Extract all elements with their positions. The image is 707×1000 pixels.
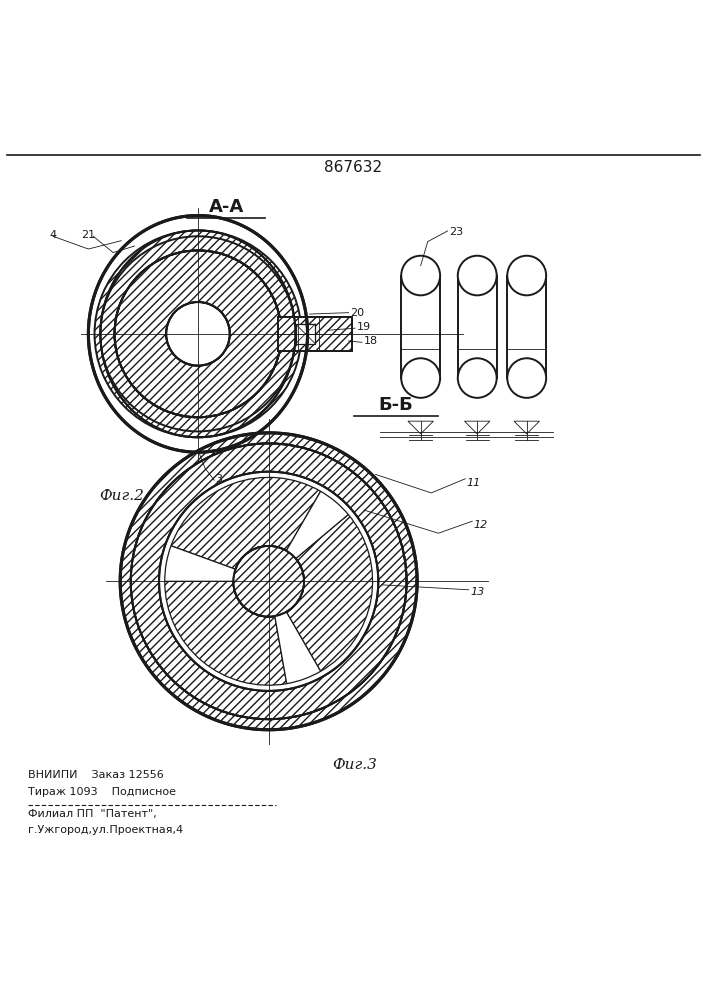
Text: 19: 19 <box>357 322 371 332</box>
Circle shape <box>233 546 304 617</box>
Wedge shape <box>165 546 235 581</box>
Circle shape <box>233 546 304 617</box>
Ellipse shape <box>402 358 440 398</box>
Text: А-А: А-А <box>209 198 244 216</box>
Text: 12: 12 <box>474 520 488 530</box>
Bar <box>296 324 315 344</box>
Text: 21: 21 <box>81 230 95 240</box>
Text: 23: 23 <box>449 227 463 237</box>
Circle shape <box>100 236 296 431</box>
Text: Тираж 1093    Подписное: Тираж 1093 Подписное <box>28 787 176 797</box>
Ellipse shape <box>508 358 547 398</box>
Text: 11: 11 <box>467 478 481 488</box>
Bar <box>278 317 352 351</box>
Bar <box>402 276 440 378</box>
Text: 4: 4 <box>49 230 57 240</box>
Ellipse shape <box>508 256 547 295</box>
Ellipse shape <box>458 358 496 398</box>
Circle shape <box>115 250 281 417</box>
Bar <box>508 276 547 378</box>
Wedge shape <box>286 491 349 559</box>
Circle shape <box>166 302 230 366</box>
Bar <box>278 317 352 351</box>
Ellipse shape <box>402 256 440 295</box>
Circle shape <box>233 546 304 617</box>
Text: ВНИИПИ    Заказ 12556: ВНИИПИ Заказ 12556 <box>28 770 164 780</box>
Text: 13: 13 <box>470 587 484 597</box>
Text: Б-Б: Б-Б <box>378 396 414 414</box>
Text: 18: 18 <box>364 336 378 346</box>
Wedge shape <box>275 612 321 684</box>
Ellipse shape <box>458 256 496 295</box>
Text: 3: 3 <box>216 474 223 484</box>
Text: г.Ужгород,ул.Проектная,4: г.Ужгород,ул.Проектная,4 <box>28 825 183 835</box>
Text: Филиал ПП  "Патент",: Филиал ПП "Патент", <box>28 809 157 819</box>
Circle shape <box>159 472 378 691</box>
Circle shape <box>131 443 407 719</box>
Bar <box>458 276 497 378</box>
Text: Фиг.3: Фиг.3 <box>332 758 377 772</box>
Text: Фиг.2: Фиг.2 <box>99 489 144 503</box>
Text: 867632: 867632 <box>325 160 382 175</box>
Text: 20: 20 <box>350 308 364 318</box>
